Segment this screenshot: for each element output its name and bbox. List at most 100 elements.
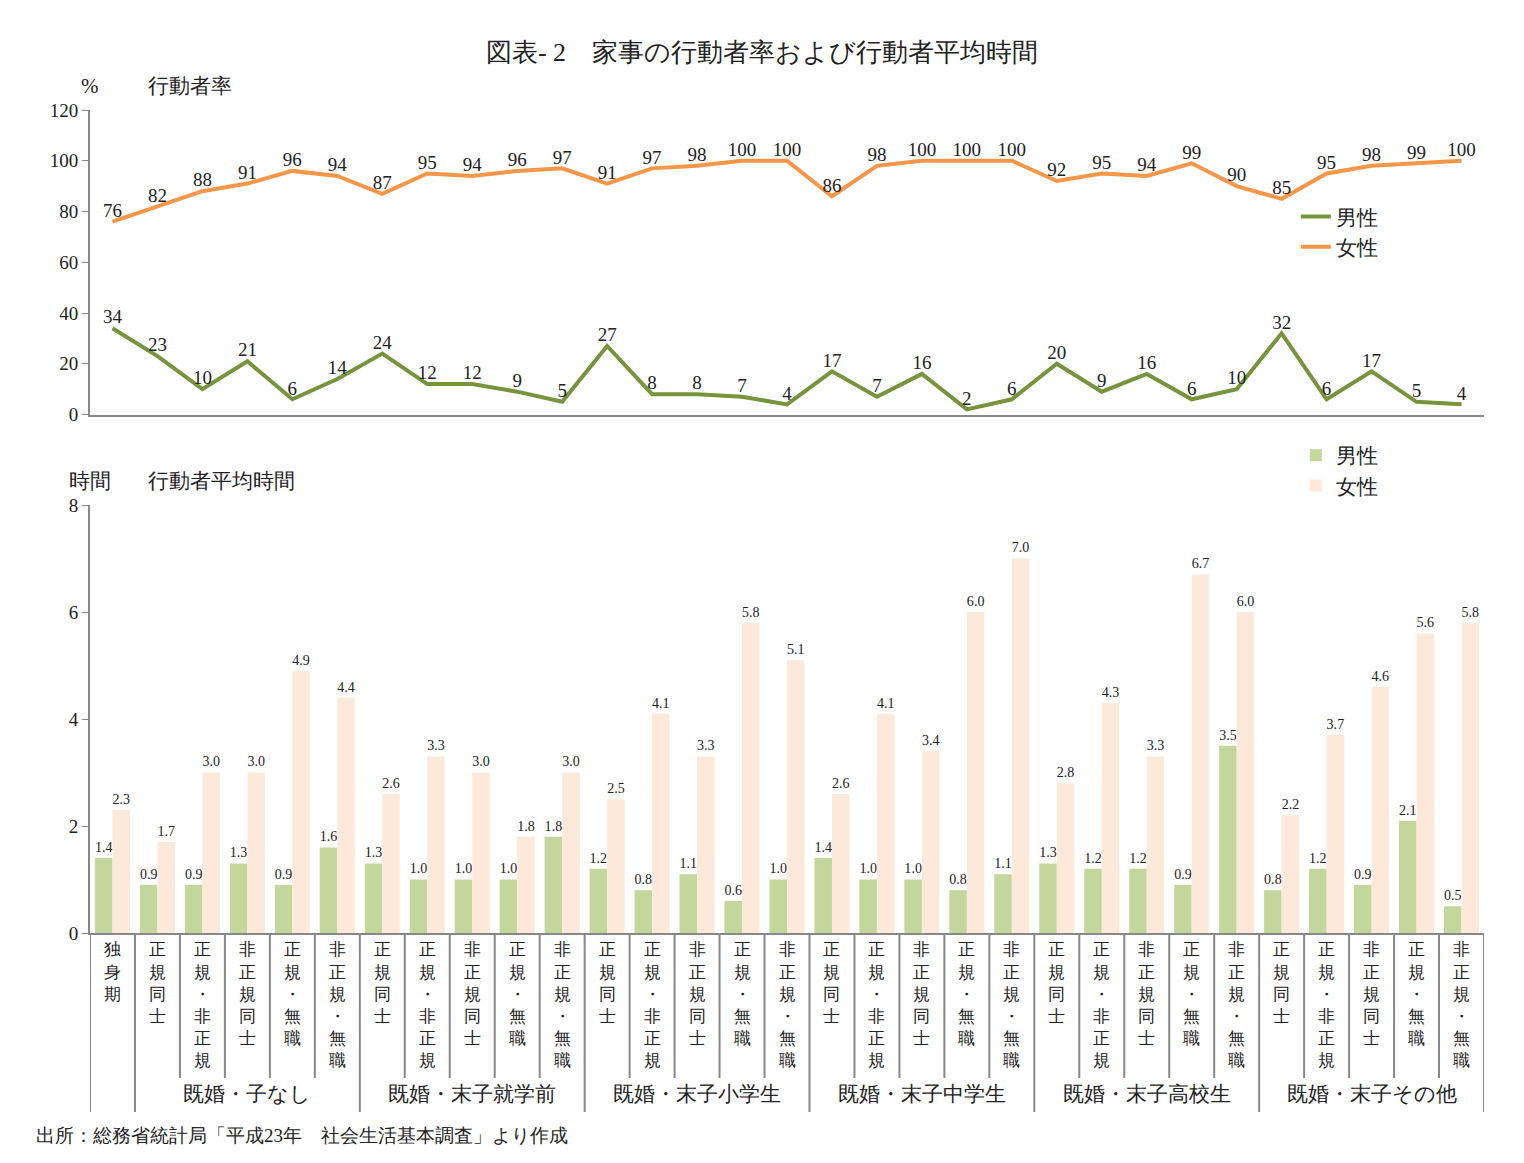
svg-text:既婚・末子その他: 既婚・末子その他 bbox=[1287, 1082, 1457, 1106]
svg-text:既婚・末子中学生: 既婚・末子中学生 bbox=[838, 1082, 1006, 1106]
svg-text:17: 17 bbox=[1362, 350, 1381, 371]
svg-text:非正規・無職: 非正規・無職 bbox=[779, 940, 796, 1070]
svg-text:行動者率: 行動者率 bbox=[148, 74, 232, 98]
svg-text:4: 4 bbox=[1457, 383, 1467, 404]
svg-text:女性: 女性 bbox=[1336, 475, 1378, 499]
svg-text:12: 12 bbox=[418, 362, 437, 383]
svg-text:100: 100 bbox=[998, 139, 1027, 160]
svg-text:3.3: 3.3 bbox=[697, 737, 715, 753]
svg-text:8: 8 bbox=[69, 495, 79, 516]
svg-text:2.6: 2.6 bbox=[382, 775, 400, 791]
svg-text:34: 34 bbox=[103, 306, 123, 327]
svg-text:0: 0 bbox=[69, 923, 79, 944]
svg-text:1.3: 1.3 bbox=[1039, 844, 1057, 860]
svg-text:1.0: 1.0 bbox=[410, 860, 428, 876]
svg-text:正規・非正規: 正規・非正規 bbox=[868, 940, 885, 1070]
svg-text:96: 96 bbox=[508, 149, 527, 170]
svg-text:4.6: 4.6 bbox=[1372, 668, 1390, 684]
svg-text:正規・無職: 正規・無職 bbox=[734, 940, 751, 1047]
svg-text:9: 9 bbox=[512, 370, 522, 391]
svg-text:1.3: 1.3 bbox=[365, 844, 383, 860]
svg-text:1.8: 1.8 bbox=[517, 818, 535, 834]
svg-text:95: 95 bbox=[1092, 152, 1111, 173]
svg-text:3.0: 3.0 bbox=[202, 753, 220, 769]
svg-text:1.0: 1.0 bbox=[859, 860, 877, 876]
svg-text:2.3: 2.3 bbox=[112, 791, 130, 807]
svg-text:97: 97 bbox=[553, 147, 572, 168]
svg-text:4.9: 4.9 bbox=[292, 652, 310, 668]
svg-text:2.8: 2.8 bbox=[1057, 765, 1075, 780]
svg-text:2: 2 bbox=[962, 388, 972, 409]
svg-text:非正規同士: 非正規同士 bbox=[239, 940, 256, 1047]
svg-text:1.2: 1.2 bbox=[1309, 851, 1327, 866]
svg-text:5.8: 5.8 bbox=[742, 604, 760, 620]
svg-text:正規・非正規: 正規・非正規 bbox=[419, 940, 436, 1070]
svg-text:5.8: 5.8 bbox=[1462, 605, 1480, 620]
svg-text:6.0: 6.0 bbox=[1237, 594, 1255, 609]
svg-text:正規・非正規: 正規・非正規 bbox=[1093, 940, 1110, 1070]
svg-text:非正規・無職: 非正規・無職 bbox=[329, 940, 346, 1070]
svg-text:正規同士: 正規同士 bbox=[599, 940, 616, 1025]
svg-text:1.1: 1.1 bbox=[680, 856, 698, 871]
svg-text:独身期: 独身期 bbox=[104, 940, 121, 1003]
svg-text:14: 14 bbox=[328, 357, 348, 378]
svg-text:2.1: 2.1 bbox=[1399, 802, 1417, 818]
svg-text:非正規・無職: 非正規・無職 bbox=[1453, 940, 1470, 1070]
svg-text:100: 100 bbox=[1447, 139, 1476, 160]
svg-text:0.9: 0.9 bbox=[275, 867, 293, 882]
svg-text:10: 10 bbox=[1227, 367, 1246, 388]
svg-text:86: 86 bbox=[822, 175, 841, 196]
svg-text:3.0: 3.0 bbox=[562, 753, 580, 769]
svg-text:3.7: 3.7 bbox=[1327, 716, 1345, 732]
svg-text:24: 24 bbox=[373, 332, 393, 353]
svg-text:90: 90 bbox=[1227, 164, 1246, 185]
svg-text:0: 0 bbox=[69, 404, 79, 425]
svg-text:出所：総務省統計局「平成23年 社会生活基本調査」より作成: 出所：総務省統計局「平成23年 社会生活基本調査」より作成 bbox=[36, 1125, 568, 1146]
svg-text:95: 95 bbox=[418, 152, 437, 173]
svg-text:6: 6 bbox=[69, 602, 79, 623]
svg-text:1.4: 1.4 bbox=[814, 839, 832, 855]
svg-text:17: 17 bbox=[822, 350, 841, 371]
svg-text:2.2: 2.2 bbox=[1282, 797, 1300, 812]
svg-text:82: 82 bbox=[148, 185, 167, 206]
svg-text:7.0: 7.0 bbox=[1012, 539, 1030, 555]
svg-text:12: 12 bbox=[463, 362, 482, 383]
svg-text:1.0: 1.0 bbox=[904, 861, 922, 876]
svg-text:4.1: 4.1 bbox=[877, 696, 895, 711]
svg-text:8: 8 bbox=[647, 372, 657, 393]
svg-text:3.3: 3.3 bbox=[427, 737, 445, 753]
svg-text:91: 91 bbox=[598, 162, 617, 183]
svg-text:非正規・無職: 非正規・無職 bbox=[1228, 940, 1245, 1070]
svg-text:非正規・無職: 非正規・無職 bbox=[1003, 940, 1020, 1070]
svg-text:20: 20 bbox=[1047, 342, 1066, 363]
svg-text:4.4: 4.4 bbox=[337, 679, 355, 695]
svg-text:1.0: 1.0 bbox=[455, 860, 473, 876]
svg-text:1.2: 1.2 bbox=[1084, 851, 1102, 866]
svg-text:87: 87 bbox=[373, 172, 392, 193]
svg-text:3.5: 3.5 bbox=[1219, 727, 1237, 743]
svg-text:4: 4 bbox=[782, 383, 792, 404]
svg-text:94: 94 bbox=[463, 154, 483, 175]
svg-text:1.8: 1.8 bbox=[545, 818, 563, 834]
svg-text:既婚・末子小学生: 既婚・末子小学生 bbox=[613, 1082, 781, 1106]
svg-text:100: 100 bbox=[908, 139, 937, 160]
svg-text:0.5: 0.5 bbox=[1444, 887, 1462, 903]
svg-text:5: 5 bbox=[557, 380, 567, 401]
svg-text:1.4: 1.4 bbox=[95, 840, 113, 855]
svg-text:正規・非正規: 正規・非正規 bbox=[194, 940, 211, 1070]
svg-text:%: % bbox=[81, 74, 99, 98]
svg-text:女性: 女性 bbox=[1336, 236, 1378, 260]
svg-text:1.2: 1.2 bbox=[1129, 850, 1147, 866]
svg-text:40: 40 bbox=[59, 303, 78, 324]
svg-text:1.6: 1.6 bbox=[320, 829, 338, 844]
svg-text:1.3: 1.3 bbox=[230, 844, 248, 860]
svg-text:非正規・無職: 非正規・無職 bbox=[554, 940, 571, 1070]
svg-text:20: 20 bbox=[59, 353, 78, 374]
svg-text:正規・無職: 正規・無職 bbox=[509, 940, 526, 1047]
svg-text:3.3: 3.3 bbox=[1147, 737, 1165, 753]
svg-text:既婚・末子就学前: 既婚・末子就学前 bbox=[388, 1082, 556, 1106]
svg-text:23: 23 bbox=[148, 334, 167, 355]
svg-text:2: 2 bbox=[69, 816, 79, 837]
svg-text:非正規同士: 非正規同士 bbox=[913, 940, 930, 1047]
svg-text:10: 10 bbox=[193, 367, 212, 388]
